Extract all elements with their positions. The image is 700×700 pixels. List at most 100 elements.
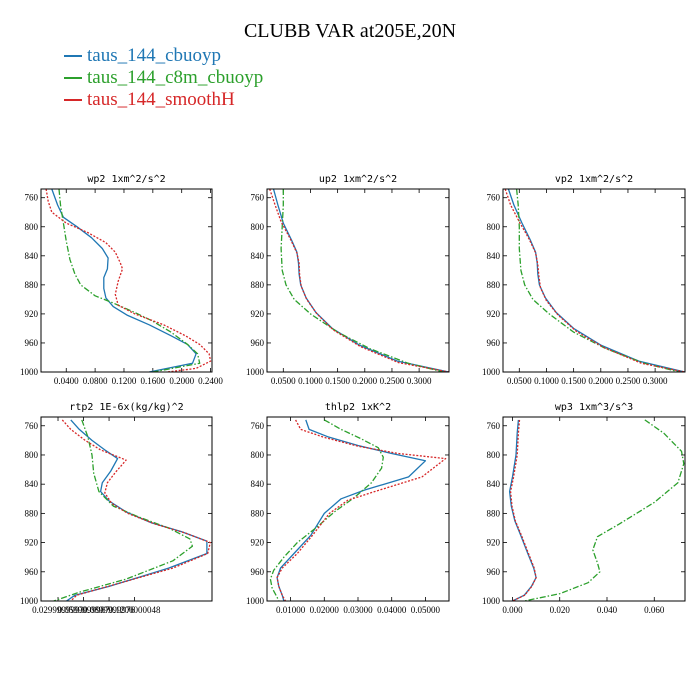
series-line-3 [276, 419, 447, 601]
y-tick-label: 960 [251, 567, 265, 577]
x-tick-label: 0.1500 [325, 376, 350, 386]
series-line-1 [507, 189, 685, 372]
panel-title: rtp2 1E-6x(kg/kg)^2 [69, 402, 183, 413]
plot-frame [40, 416, 213, 602]
plot-frame [502, 416, 686, 602]
series-line-1 [51, 189, 197, 372]
legend-swatch-1 [64, 55, 82, 57]
y-tick-label: 1000 [246, 367, 265, 377]
x-tick-label: 0.03000 [343, 605, 373, 615]
y-tick-label: 960 [251, 338, 265, 348]
y-tick-label: 760 [251, 193, 265, 203]
x-tick-label: 0.2500 [380, 376, 405, 386]
plot-frame [266, 416, 450, 602]
series-line-3 [61, 419, 211, 601]
y-tick-label: 840 [487, 251, 501, 261]
y-tick-label: 920 [25, 309, 39, 319]
series-line-1 [66, 419, 208, 601]
y-tick-label: 1000 [246, 596, 265, 606]
y-tick-label: 800 [251, 450, 265, 460]
x-tick-label: 0.1000 [298, 376, 323, 386]
x-tick-label: 0.060 [644, 605, 665, 615]
x-tick-label: 0.2500 [616, 376, 641, 386]
series-line-2 [58, 189, 201, 372]
legend: taus_144_cbuoyp taus_144_c8m_cbuoyp taus… [64, 45, 263, 111]
legend-label-2: taus_144_c8m_cbuoyp [87, 67, 264, 88]
x-tick-label: 0.2000 [169, 376, 194, 386]
plot-frame [502, 188, 686, 373]
y-tick-label: 760 [25, 193, 39, 203]
x-tick-label: 0.01000 [276, 605, 306, 615]
x-tick-label: 0.1500 [561, 376, 586, 386]
series-line-2 [280, 189, 444, 372]
series-line-1 [272, 189, 449, 372]
x-tick-label: 0.3000 [407, 376, 432, 386]
panel-title: wp3 1xm^3/s^3 [555, 402, 633, 413]
x-tick-label: 0.0400 [54, 376, 79, 386]
legend-item-2: taus_144_c8m_cbuoyp [64, 67, 263, 89]
series-line-2 [53, 419, 194, 601]
panel-2: up2 1xm^2/s^2 760 800 840 880 920 960 1000 0.050… [246, 174, 450, 386]
x-tick-label: 0.02000 [310, 605, 340, 615]
y-tick-label: 880 [25, 508, 39, 518]
x-tick-label: 0.04000 [377, 605, 407, 615]
y-tick-label: 800 [487, 222, 501, 232]
x-tick-label: 0.0500 [507, 376, 532, 386]
x-tick-label: 0.0599999987 [58, 605, 110, 615]
x-tick-label: 0.1200000048 [109, 605, 161, 615]
y-tick-label: 760 [487, 193, 501, 203]
legend-label-1: taus_144_cbuoyp [87, 45, 222, 66]
series-line-3 [504, 189, 685, 372]
x-tick-label: 0.3000 [643, 376, 668, 386]
y-tick-label: 760 [487, 421, 501, 431]
y-tick-label: 960 [25, 338, 39, 348]
y-tick-label: 920 [25, 538, 39, 548]
panel-3: vp2 1xm^2/s^2 760 800 840 880 920 960 1000 0.050… [482, 174, 686, 386]
x-tick-label: 0.1600 [140, 376, 165, 386]
y-tick-label: 1000 [482, 596, 501, 606]
y-tick-label: 840 [25, 251, 39, 261]
series-line-2 [524, 419, 685, 601]
legend-item-3: taus_144_smoothH [64, 89, 263, 111]
panel-1: wp2 1xm^2/s^2 760 800 840 880 920 960 1000 0.040… [20, 174, 223, 386]
legend-swatch-3 [64, 99, 82, 101]
y-tick-label: 760 [25, 421, 39, 431]
panel-title: vp2 1xm^2/s^2 [555, 174, 633, 185]
plot-frame [266, 188, 450, 373]
series-line-3 [269, 189, 449, 372]
x-tick-label: 0.020 [550, 605, 571, 615]
panel-4: rtp2 1E-6x(kg/kg)^2 760 800 840 880 920 960 100… [20, 402, 213, 615]
x-tick-label: 0.2000 [588, 376, 613, 386]
x-tick-label: 0.1200 [112, 376, 137, 386]
y-tick-label: 1000 [20, 367, 39, 377]
y-tick-label: 880 [251, 280, 265, 290]
y-tick-label: 1000 [20, 596, 39, 606]
y-tick-label: 840 [251, 251, 265, 261]
plot-frame [40, 188, 213, 373]
y-tick-label: 960 [487, 338, 501, 348]
x-tick-label: 0.000 [502, 605, 523, 615]
y-tick-label: 800 [25, 450, 39, 460]
legend-item-1: taus_144_cbuoyp [64, 45, 263, 67]
x-tick-label: 0.0899999976 [83, 605, 135, 615]
x-tick-label: 0.1000 [534, 376, 559, 386]
series-line-2 [269, 419, 384, 601]
y-tick-label: 960 [487, 567, 501, 577]
panel-title: up2 1xm^2/s^2 [319, 174, 397, 185]
panel-6: wp3 1xm^3/s^3 760 800 840 880 920 960 10000.000… [482, 402, 686, 615]
y-tick-label: 1000 [482, 367, 501, 377]
y-tick-label: 920 [251, 309, 265, 319]
x-tick-label: 0.2400 [198, 376, 223, 386]
y-tick-label: 920 [487, 538, 501, 548]
series-line-3 [509, 419, 537, 601]
panel-title: thlp2 1xK^2 [325, 402, 391, 413]
y-tick-label: 840 [487, 479, 501, 489]
y-tick-label: 880 [487, 508, 501, 518]
x-tick-label: 0.2000 [352, 376, 377, 386]
y-tick-label: 920 [251, 538, 265, 548]
y-tick-label: 880 [25, 280, 39, 290]
y-tick-label: 920 [487, 309, 501, 319]
legend-swatch-2 [64, 77, 82, 79]
panel-5: thlp2 1xK^2 760 800 840 880 920 960 1000 0.01000… [246, 402, 450, 615]
